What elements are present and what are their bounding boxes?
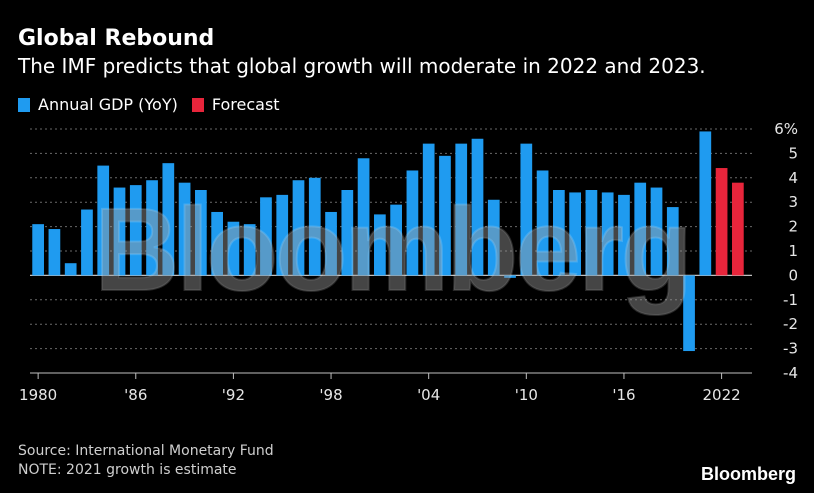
watermark: Bloomberg <box>93 183 694 317</box>
bar-gdp-2020 <box>683 275 695 352</box>
y-tick-label: 0 <box>788 266 798 284</box>
bar-forecast-2023 <box>732 182 744 276</box>
bar-gdp-1990 <box>195 190 207 276</box>
bar-gdp-1992 <box>227 221 240 276</box>
x-tick-label: '86 <box>124 386 147 404</box>
bar-gdp-2016 <box>618 194 630 276</box>
bar-gdp-1980 <box>32 224 44 276</box>
chart-title: Global Rebound <box>18 26 215 51</box>
bar-gdp-1984 <box>97 165 110 276</box>
bar-gdp-1991 <box>211 211 223 276</box>
y-axis: 6% 5 4 3 2 1 0 -1 -2 -3 -4 <box>774 120 798 382</box>
bar-gdp-1998 <box>325 211 337 276</box>
chart-subtitle: The IMF predicts that global growth will… <box>18 54 706 78</box>
x-axis: 1980 '86 '92 '98 '04 '10 '16 2022 <box>19 372 752 404</box>
legend-label-gdp: Annual GDP (YoY) <box>38 95 178 114</box>
bar-gdp-2007 <box>471 138 484 276</box>
bar-gdp-2002 <box>390 204 402 276</box>
y-tick-label: 4 <box>788 169 798 187</box>
x-tick-label: '16 <box>612 386 635 404</box>
y-tick-label: 6% <box>774 120 798 138</box>
x-tick-label: 2022 <box>702 386 740 404</box>
bar-gdp-1989 <box>178 182 191 276</box>
bar-gdp-2014 <box>585 190 598 276</box>
bar-gdp-2006 <box>455 143 468 276</box>
watermark-text: Bloomberg <box>94 184 690 316</box>
x-tick-label: '10 <box>515 386 538 404</box>
y-tick-label: -4 <box>783 364 798 382</box>
bar-gdp-2009 <box>504 275 516 278</box>
x-tick-label: 1980 <box>19 386 57 404</box>
bar-gdp-2011 <box>536 170 549 276</box>
bar-gdp-2021 <box>699 131 712 276</box>
bar-gdp-1987 <box>146 180 158 276</box>
y-tick-label: 2 <box>788 218 798 236</box>
y-tick-label: 1 <box>788 242 798 260</box>
bar-gdp-2003 <box>406 170 419 276</box>
x-tick-label: '92 <box>222 386 245 404</box>
bar-gdp-2019 <box>666 207 679 276</box>
bar-gdp-2000 <box>357 158 370 276</box>
legend-item-gdp: Annual GDP (YoY) <box>18 95 178 114</box>
bar-gdp-2004 <box>422 143 435 276</box>
bar-gdp-2001 <box>374 214 386 276</box>
bar-gdp-2008 <box>487 199 500 276</box>
legend-swatch-forecast <box>191 97 204 112</box>
legend-swatch-gdp <box>18 97 30 112</box>
bar-gdp-1995 <box>276 194 289 276</box>
y-tick-label: -3 <box>783 340 798 358</box>
bar-gdp-1993 <box>243 224 256 276</box>
y-tick-label: -1 <box>783 291 798 309</box>
legend: Annual GDP (YoY) Forecast <box>18 95 294 114</box>
bar-gdp-2010 <box>520 143 533 276</box>
legend-item-forecast: Forecast <box>191 95 280 114</box>
bar-gdp-1982 <box>64 263 77 276</box>
bar-gdp-2017 <box>634 182 647 276</box>
estimate-note: NOTE: 2021 growth is estimate <box>18 462 237 478</box>
bar-gdp-1983 <box>81 209 93 276</box>
y-tick-label: 5 <box>788 144 798 162</box>
source-note: Source: International Monetary Fund <box>18 443 274 459</box>
bar-gdp-2018 <box>650 187 663 276</box>
bar-gdp-1994 <box>260 197 272 276</box>
bar-gdp-2012 <box>553 190 565 276</box>
bar-forecast-2022 <box>715 168 728 276</box>
y-tick-label: 3 <box>788 193 798 211</box>
bloomberg-logo: Bloomberg <box>700 464 796 484</box>
footer: Source: International Monetary Fund NOTE… <box>18 442 274 480</box>
x-tick-label: '04 <box>417 386 440 404</box>
bar-gdp-2013 <box>569 192 581 276</box>
x-tick-label: '98 <box>319 386 342 404</box>
bars <box>32 131 744 352</box>
bar-gdp-1997 <box>308 177 321 276</box>
bar-gdp-1999 <box>341 190 354 276</box>
bar-gdp-1981 <box>48 229 61 276</box>
bar-gdp-1985 <box>113 187 126 276</box>
bar-gdp-1988 <box>162 163 175 276</box>
bar-gdp-2005 <box>439 155 451 276</box>
bar-gdp-1996 <box>292 180 305 276</box>
legend-label-forecast: Forecast <box>211 95 280 114</box>
bar-gdp-1986 <box>129 185 142 276</box>
y-tick-label: -2 <box>783 315 798 333</box>
bar-gdp-2015 <box>601 192 614 276</box>
